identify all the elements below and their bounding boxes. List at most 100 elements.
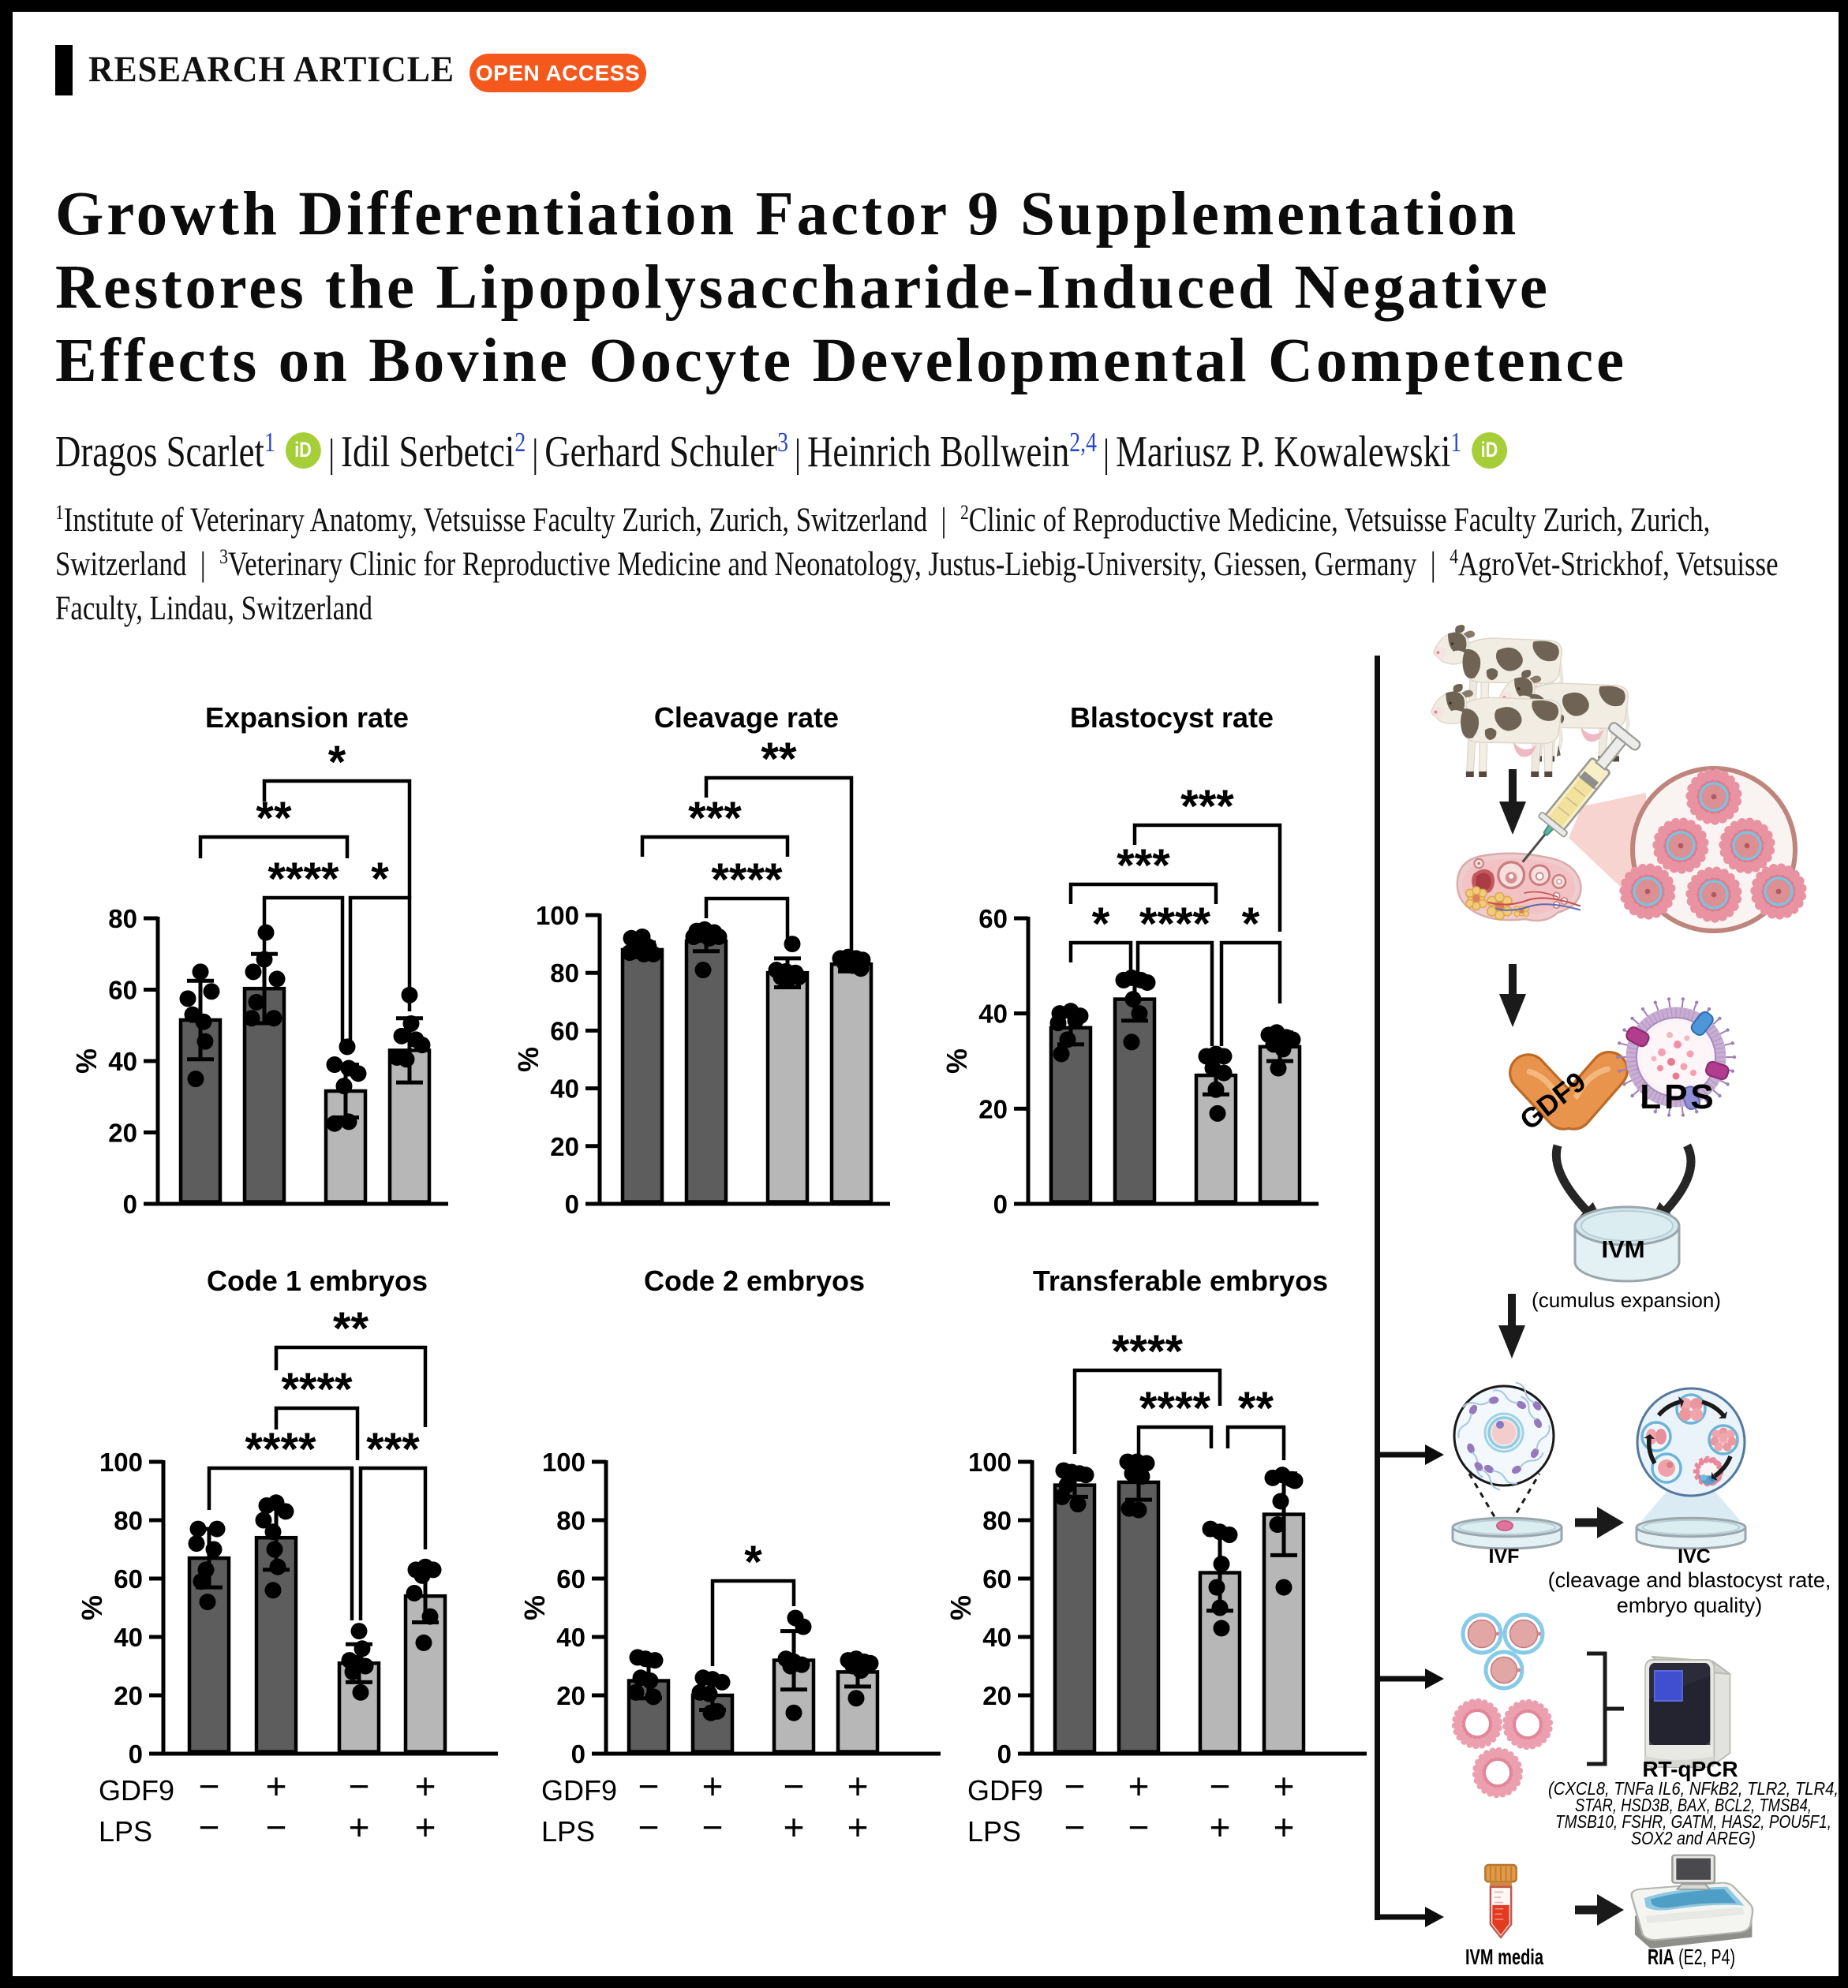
svg-text:−: − <box>199 1766 220 1807</box>
svg-text:+: + <box>415 1766 436 1807</box>
svg-text:60: 60 <box>114 1564 143 1594</box>
svg-text:0: 0 <box>571 1740 585 1769</box>
svg-text:LPS: LPS <box>541 1815 595 1848</box>
svg-text:Blastocyst rate: Blastocyst rate <box>1070 701 1274 734</box>
svg-text:100: 100 <box>99 1448 143 1477</box>
svg-text:20: 20 <box>556 1681 585 1710</box>
svg-text:40: 40 <box>108 1047 137 1076</box>
svg-text:−: − <box>638 1766 660 1807</box>
svg-text:%: % <box>76 1595 108 1620</box>
svg-text:***: *** <box>688 793 742 844</box>
svg-text:(CXCL8, TNFa IL6, NFkB2, TLR2,: (CXCL8, TNFa IL6, NFkB2, TLR2, TLR4, <box>1548 1778 1839 1799</box>
svg-text:LPS: LPS <box>1640 1078 1717 1116</box>
svg-text:60: 60 <box>556 1564 585 1594</box>
svg-text:TMSB10, FSHR, GATM, HAS2, POU5: TMSB10, FSHR, GATM, HAS2, POU5F1, <box>1555 1811 1831 1832</box>
svg-text:100: 100 <box>536 901 579 930</box>
svg-text:*: * <box>744 1537 762 1588</box>
svg-text:%: % <box>512 1047 544 1072</box>
svg-text:****: **** <box>245 1424 316 1475</box>
svg-text:+: + <box>1274 1766 1295 1807</box>
svg-text:0: 0 <box>997 1740 1012 1769</box>
svg-text:80: 80 <box>114 1506 143 1535</box>
svg-text:40: 40 <box>550 1074 579 1104</box>
svg-text:40: 40 <box>114 1623 143 1652</box>
svg-text:(cleavage and blastocyst rate,: (cleavage and blastocyst rate, <box>1548 1568 1831 1592</box>
svg-text:−: − <box>1064 1807 1086 1848</box>
svg-text:LPS: LPS <box>967 1815 1021 1848</box>
svg-text:−: − <box>638 1807 660 1848</box>
svg-text:+: + <box>1128 1766 1150 1807</box>
svg-text:IVM: IVM <box>1601 1235 1644 1263</box>
svg-text:0: 0 <box>123 1190 137 1219</box>
svg-text:80: 80 <box>556 1506 585 1535</box>
svg-text:LPS: LPS <box>99 1815 152 1848</box>
svg-text:****: **** <box>1112 1326 1184 1377</box>
svg-text:−: − <box>199 1807 220 1848</box>
svg-text:+: + <box>415 1807 436 1848</box>
svg-text:GDF9: GDF9 <box>967 1774 1043 1807</box>
svg-text:Cleavage rate: Cleavage rate <box>654 701 839 734</box>
svg-text:−: − <box>784 1766 805 1807</box>
svg-text:40: 40 <box>982 1623 1012 1652</box>
svg-text:80: 80 <box>108 904 137 933</box>
svg-text:20: 20 <box>108 1119 137 1148</box>
svg-text:SOX2 and AREG): SOX2 and AREG) <box>1631 1828 1756 1848</box>
svg-text:Code 2 embryos: Code 2 embryos <box>644 1265 865 1297</box>
svg-text:**: ** <box>333 1303 369 1355</box>
svg-text:+: + <box>266 1766 287 1807</box>
svg-text:−: − <box>1128 1807 1150 1848</box>
svg-text:100: 100 <box>968 1448 1012 1477</box>
svg-text:STAR, HSD3B, BAX, BCL2, TMSB4,: STAR, HSD3B, BAX, BCL2, TMSB4, <box>1575 1795 1812 1815</box>
svg-text:+: + <box>784 1807 805 1848</box>
svg-text:20: 20 <box>550 1132 579 1161</box>
svg-text:0: 0 <box>129 1740 143 1769</box>
svg-text:IVM media: IVM media <box>1465 1945 1543 1969</box>
svg-text:*: * <box>1092 899 1110 950</box>
svg-text:****: **** <box>281 1364 353 1415</box>
svg-text:RT-qPCR: RT-qPCR <box>1642 1757 1738 1781</box>
svg-text:%: % <box>941 1048 973 1074</box>
svg-text:−: − <box>1064 1766 1086 1807</box>
svg-text:100: 100 <box>542 1448 585 1477</box>
svg-text:****: **** <box>711 854 783 906</box>
svg-text:−: − <box>702 1807 724 1848</box>
svg-text:Transferable embryos: Transferable embryos <box>1033 1265 1328 1297</box>
svg-text:+: + <box>847 1766 869 1807</box>
svg-text:%: % <box>518 1595 551 1620</box>
svg-text:−: − <box>1210 1766 1231 1807</box>
svg-text:%: % <box>945 1595 977 1620</box>
svg-text:0: 0 <box>993 1190 1008 1219</box>
svg-text:***: *** <box>1180 781 1234 832</box>
svg-text:***: *** <box>1117 840 1170 891</box>
svg-text:GDF9: GDF9 <box>541 1774 617 1807</box>
svg-text:RIA (E2, P4): RIA (E2, P4) <box>1648 1945 1735 1969</box>
svg-text:IVF: IVF <box>1489 1545 1520 1568</box>
svg-text:GDF9: GDF9 <box>99 1774 174 1807</box>
svg-text:+: + <box>1274 1807 1295 1848</box>
svg-text:**: ** <box>1238 1383 1274 1434</box>
svg-text:−: − <box>349 1766 370 1807</box>
svg-text:****: **** <box>267 854 339 905</box>
svg-text:60: 60 <box>108 976 137 1005</box>
svg-text:60: 60 <box>550 1016 579 1045</box>
svg-text:%: % <box>70 1048 103 1074</box>
svg-text:+: + <box>847 1807 869 1848</box>
svg-text:60: 60 <box>978 904 1008 933</box>
svg-text:+: + <box>702 1766 724 1807</box>
svg-text:−: − <box>266 1807 287 1848</box>
svg-text:**: ** <box>761 734 797 785</box>
svg-text:***: *** <box>366 1424 420 1475</box>
svg-text:40: 40 <box>978 1000 1008 1029</box>
svg-text:20: 20 <box>978 1094 1008 1123</box>
svg-text:20: 20 <box>982 1681 1012 1710</box>
svg-text:+: + <box>349 1807 370 1848</box>
svg-text:0: 0 <box>565 1190 579 1219</box>
svg-text:**: ** <box>256 793 292 844</box>
svg-text:****: **** <box>1139 899 1211 950</box>
svg-text:80: 80 <box>550 958 579 988</box>
svg-text:Expansion rate: Expansion rate <box>205 701 409 734</box>
svg-text:*: * <box>328 737 346 788</box>
svg-text:60: 60 <box>982 1564 1012 1594</box>
svg-text:+: + <box>1210 1807 1231 1848</box>
svg-text:*: * <box>371 854 389 905</box>
